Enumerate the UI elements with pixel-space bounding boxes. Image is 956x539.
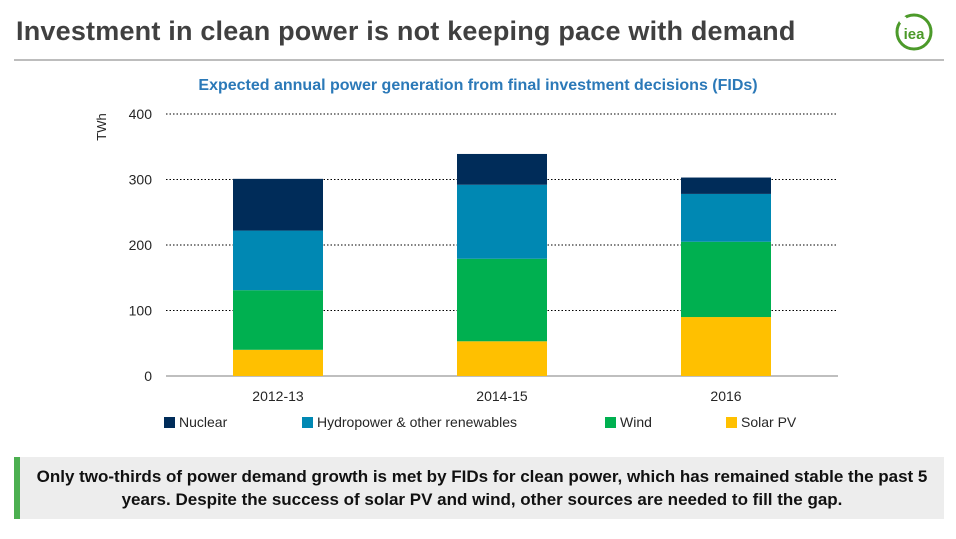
x-tick-label: 2016 [710,388,741,404]
legend-label: Hydropower & other renewables [317,414,517,430]
iea-logo: iea [894,12,934,52]
bar-segment-hydropower-other-renewables-2012-13 [233,230,323,291]
legend-swatch [164,416,175,428]
y-tick-label: 400 [129,106,153,122]
logo-text: iea [903,26,925,43]
chart-title: Expected annual power generation from fi… [198,77,758,94]
bar-segment-wind-2014-15 [457,258,547,342]
y-tick-label: 200 [129,237,153,253]
bar-segment-nuclear-2012-13 [233,178,323,231]
stacked-bar-chart: 0 100 200 300 400 TWh 2012-13 2014-15 2016 [94,106,838,404]
bar-segment-solar-pv-2014-15 [457,341,547,376]
legend-item: Solar PV [726,414,796,430]
bar-segment-solar-pv-2016 [681,317,771,376]
key-message-callout: Only two-thirds of power demand growth i… [14,457,944,519]
logo-ring-icon [895,13,933,51]
x-tick-label: 2014-15 [476,388,528,404]
legend-label: Wind [620,414,652,430]
bar-segment-wind-2016 [681,241,771,318]
bar-segment-nuclear-2016 [681,177,771,194]
y-axis-label: TWh [94,113,109,140]
bar-segment-nuclear-2014-15 [457,153,547,185]
legend-swatch [605,416,616,428]
y-tick-label: 100 [129,303,153,319]
legend-swatch [726,416,737,428]
legend-item: Nuclear [164,414,227,430]
legend-item: Wind [605,414,652,430]
x-tick-label: 2012-13 [252,388,304,404]
legend-label: Solar PV [741,414,797,430]
bar-segment-solar-pv-2012-13 [233,349,323,376]
legend-label: Nuclear [179,414,228,430]
legend-swatch [302,416,313,428]
slide-title: Investment in clean power is not keeping… [16,16,796,46]
bar-segment-hydropower-other-renewables-2014-15 [457,184,547,259]
legend-item: Hydropower & other renewables [302,414,517,430]
title-divider [14,59,944,61]
y-tick-label: 0 [144,368,152,384]
bar-segment-wind-2012-13 [233,290,323,350]
bar-segment-hydropower-other-renewables-2016 [681,193,771,242]
chart-legend: Nuclear Hydropower & other renewables Wind… [0,414,956,434]
y-tick-label: 300 [129,172,153,188]
